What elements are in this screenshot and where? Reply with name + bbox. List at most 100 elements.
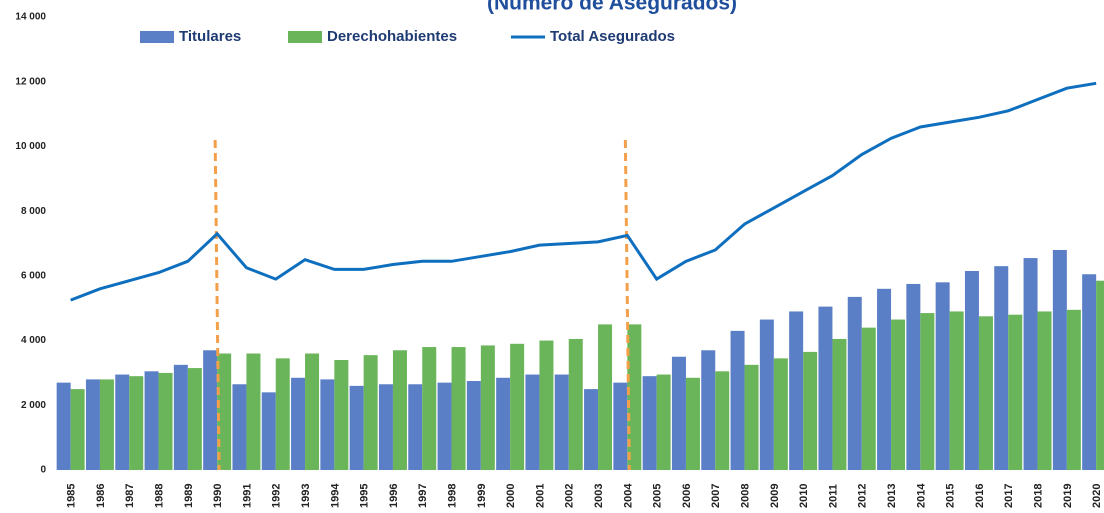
- bar: [246, 353, 261, 470]
- x-tick-label: 2019: [1062, 484, 1074, 508]
- y-tick-label: 10 000: [15, 141, 46, 152]
- bar: [305, 353, 320, 470]
- bar: [232, 384, 247, 470]
- bar: [1008, 314, 1023, 470]
- bar: [525, 374, 540, 470]
- bar: [906, 283, 921, 470]
- bar: [451, 347, 466, 470]
- bar: [466, 381, 481, 470]
- x-tick-label: 2011: [827, 484, 839, 508]
- x-tick-label: 2006: [681, 484, 693, 508]
- y-tick-label: 4 000: [21, 335, 46, 346]
- bar: [773, 358, 788, 470]
- x-tick-label: 1998: [446, 484, 458, 508]
- x-tick-label: 1995: [359, 484, 371, 508]
- bar: [99, 379, 114, 470]
- y-tick-label: 0: [40, 465, 46, 476]
- bar: [803, 351, 818, 470]
- bar: [627, 324, 642, 470]
- bar: [275, 358, 290, 470]
- bar: [363, 355, 378, 470]
- bar: [759, 319, 774, 470]
- bar: [1066, 309, 1081, 470]
- bar: [978, 316, 993, 470]
- bar: [261, 392, 276, 470]
- bar: [715, 371, 730, 470]
- bar: [217, 353, 232, 470]
- x-tick-label: 2002: [564, 484, 576, 508]
- y-tick-label: 8 000: [21, 206, 46, 217]
- bar: [144, 371, 159, 470]
- bar: [349, 385, 364, 470]
- y-tick-label: 6 000: [21, 270, 46, 281]
- bar: [568, 338, 583, 470]
- bar: [949, 311, 964, 470]
- y-tick-label: 2 000: [21, 400, 46, 411]
- bar: [891, 319, 906, 470]
- bar: [115, 374, 130, 470]
- bar: [994, 266, 1009, 470]
- legend-label: Derechohabientes: [327, 28, 457, 45]
- bar: [744, 364, 759, 470]
- x-tick-label: 1990: [212, 484, 224, 508]
- bar: [832, 338, 847, 470]
- bar: [584, 389, 599, 470]
- x-tick-label: 2001: [534, 484, 546, 508]
- bar: [392, 350, 407, 470]
- x-tick-label: 1985: [66, 484, 78, 508]
- bar: [70, 389, 85, 470]
- marker-line: [213, 139, 221, 471]
- marker-line: [623, 139, 631, 471]
- bar: [187, 368, 202, 470]
- x-tick-label: 1992: [271, 484, 283, 508]
- y-tick-label: 14 000: [15, 12, 46, 23]
- x-tick-label: 2017: [1003, 484, 1015, 508]
- x-tick-label: 2013: [886, 484, 898, 508]
- bar: [1037, 311, 1052, 470]
- bar: [701, 350, 716, 470]
- x-tick-label: 1997: [417, 484, 429, 508]
- bar: [730, 330, 745, 470]
- bar: [378, 384, 393, 470]
- x-tick-label: 1988: [153, 484, 165, 508]
- bar: [85, 379, 100, 470]
- bar: [334, 359, 349, 470]
- x-tick-label: 2015: [945, 484, 957, 508]
- bar: [320, 379, 335, 470]
- bar: [408, 384, 423, 470]
- bar: [422, 347, 437, 470]
- bar: [437, 382, 452, 470]
- bar: [539, 340, 554, 470]
- line: [70, 81, 1097, 302]
- x-tick-label: 2009: [769, 484, 781, 508]
- x-tick-label: 1996: [388, 484, 400, 508]
- bar: [1052, 249, 1067, 470]
- bar: [861, 327, 876, 470]
- bar: [642, 376, 657, 470]
- legend-label: Total Asegurados: [550, 28, 675, 45]
- bar: [789, 311, 804, 470]
- bar: [1023, 258, 1038, 470]
- bar: [129, 376, 144, 470]
- x-tick-label: 1989: [183, 484, 195, 508]
- x-tick-label: 2018: [1032, 484, 1044, 508]
- x-tick-label: 1994: [329, 483, 341, 508]
- x-tick-label: 2007: [710, 484, 722, 508]
- x-tick-label: 2005: [652, 484, 664, 508]
- bar: [598, 324, 613, 470]
- bar: [510, 343, 525, 470]
- legend-label: Titulares: [179, 28, 241, 45]
- x-tick-label: 2004: [622, 483, 634, 508]
- legend-swatch: [288, 31, 322, 43]
- x-tick-label: 2010: [798, 484, 810, 508]
- bar: [1096, 280, 1104, 470]
- bar: [291, 377, 306, 470]
- bar: [964, 271, 979, 470]
- x-tick-label: 2016: [974, 484, 986, 508]
- bar: [656, 374, 671, 470]
- bar: [158, 372, 173, 470]
- bar: [847, 296, 862, 470]
- bar: [818, 306, 833, 470]
- x-tick-label: 1999: [476, 484, 488, 508]
